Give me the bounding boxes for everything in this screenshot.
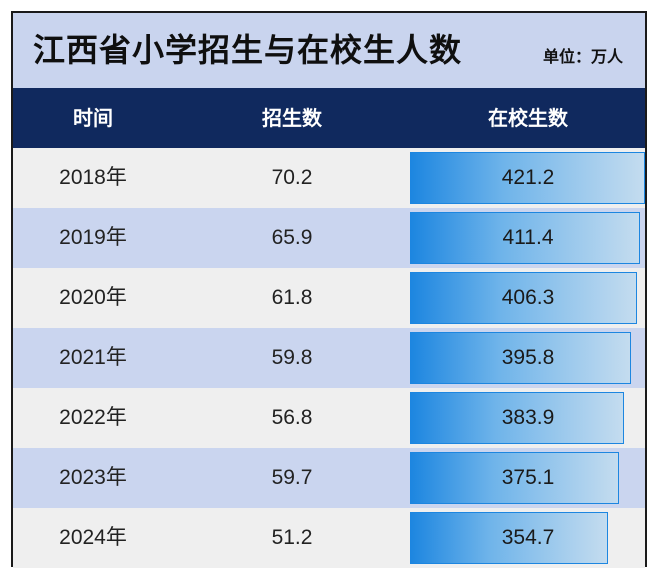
data-bar-students [410,272,637,324]
cell-students: 421.2 [501,166,555,189]
cell-year: 2020年 [59,286,127,309]
cell-enrollment: 65.9 [271,226,313,249]
table-row: 2020年 61.8 406.3 [13,268,645,328]
unit-label: 单位：万人 [542,47,623,66]
cell-year: 2018年 [59,166,127,189]
data-bar-students [410,452,620,504]
table-body: 2018年 70.2 421.2 2019年 65.9 411.4 2020年 61.8 406… [13,148,645,568]
table-row: 2018年 70.2 421.2 [13,148,645,208]
cell-year: 2021年 [59,346,127,369]
cell-year: 2019年 [59,226,127,249]
cell-students: 383.9 [501,406,555,429]
cell-year: 2022年 [59,406,127,429]
table-row: 2021年 59.8 395.8 [13,328,645,388]
cell-students: 354.7 [501,526,555,549]
table-row: 2019年 65.9 411.4 [13,208,645,268]
table-frame: 江西省小学招生与在校生人数 单位：万人 时间 招生数 在校生数 2018年 70.… [11,11,647,568]
cell-students: 406.3 [501,286,555,309]
cell-enrollment: 51.2 [271,526,313,549]
cell-enrollment: 61.8 [271,286,313,309]
data-bar-students [410,152,645,204]
page-title: 江西省小学招生与在校生人数 [33,31,463,69]
cell-enrollment: 56.8 [271,406,313,429]
data-bar-students [410,512,608,564]
data-bar-students [410,392,625,444]
column-header-students: 在校生数 [488,106,568,130]
table-row: 2022年 56.8 383.9 [13,388,645,448]
column-header-enrollment: 招生数 [262,106,322,130]
cell-students: 411.4 [502,226,554,249]
title-bar: 江西省小学招生与在校生人数 单位：万人 [13,13,645,88]
cell-enrollment: 59.7 [271,466,313,489]
cell-students: 395.8 [501,346,555,369]
cell-enrollment: 70.2 [271,166,313,189]
cell-enrollment: 59.8 [271,346,313,369]
table-header: 时间 招生数 在校生数 [13,88,645,148]
data-bar-students [410,332,631,384]
cell-students: 375.1 [501,466,555,489]
cell-year: 2023年 [59,466,127,489]
data-bar-students [410,212,640,264]
table-row: 2024年 51.2 354.7 [13,508,645,568]
cell-year: 2024年 [59,526,127,549]
table-row: 2023年 59.7 375.1 [13,448,645,508]
column-header-time: 时间 [73,106,113,130]
